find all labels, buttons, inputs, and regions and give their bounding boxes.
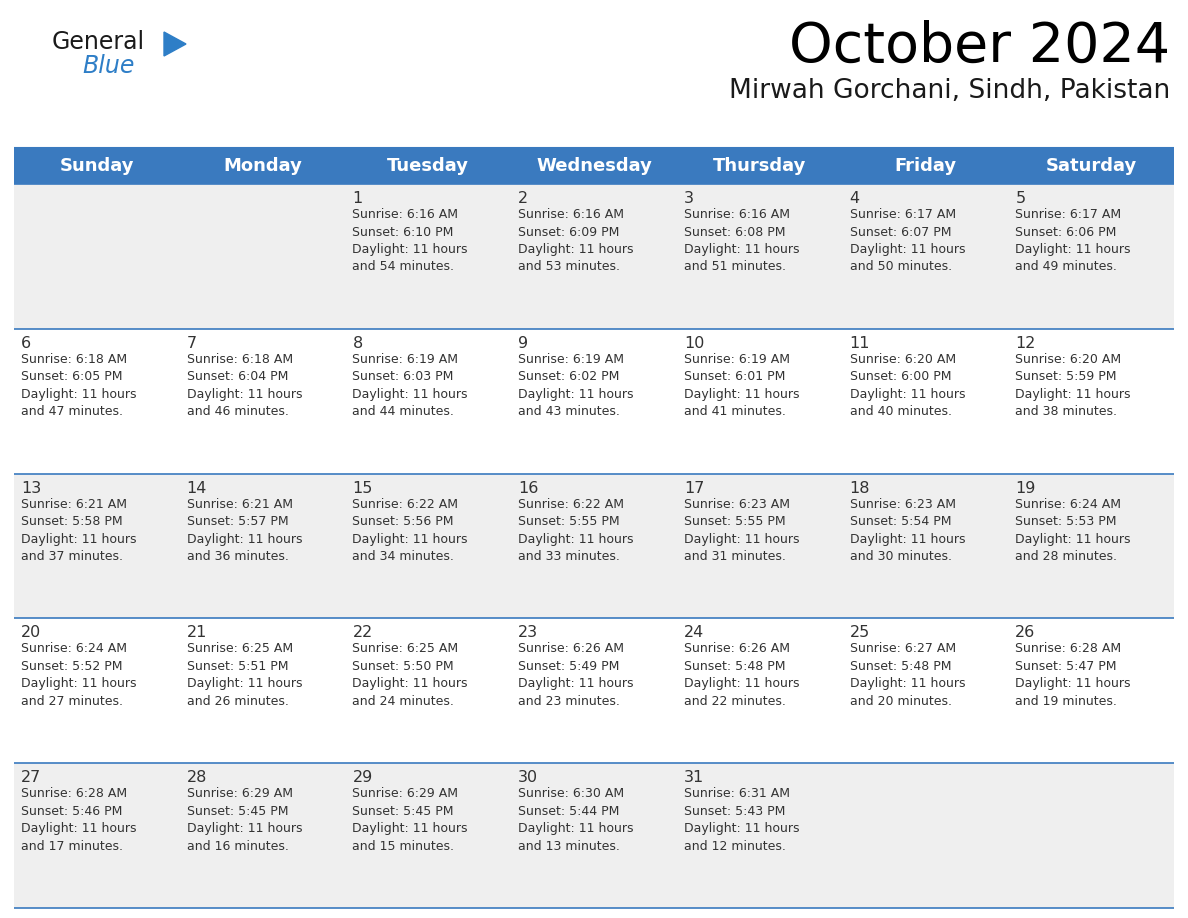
Text: 1: 1: [353, 191, 362, 206]
Text: 9: 9: [518, 336, 529, 351]
Text: Sunrise: 6:28 AM
Sunset: 5:46 PM
Daylight: 11 hours
and 17 minutes.: Sunrise: 6:28 AM Sunset: 5:46 PM Dayligh…: [21, 788, 137, 853]
Text: 15: 15: [353, 481, 373, 496]
Text: Sunrise: 6:21 AM
Sunset: 5:57 PM
Daylight: 11 hours
and 36 minutes.: Sunrise: 6:21 AM Sunset: 5:57 PM Dayligh…: [187, 498, 302, 563]
Text: Sunrise: 6:18 AM
Sunset: 6:04 PM
Daylight: 11 hours
and 46 minutes.: Sunrise: 6:18 AM Sunset: 6:04 PM Dayligh…: [187, 353, 302, 419]
Text: Sunrise: 6:26 AM
Sunset: 5:49 PM
Daylight: 11 hours
and 23 minutes.: Sunrise: 6:26 AM Sunset: 5:49 PM Dayligh…: [518, 643, 633, 708]
Text: Tuesday: Tuesday: [387, 157, 469, 175]
Text: 26: 26: [1016, 625, 1036, 641]
Text: Sunrise: 6:19 AM
Sunset: 6:01 PM
Daylight: 11 hours
and 41 minutes.: Sunrise: 6:19 AM Sunset: 6:01 PM Dayligh…: [684, 353, 800, 419]
Bar: [14, 619, 1174, 763]
Text: 14: 14: [187, 481, 207, 496]
Text: Sunrise: 6:23 AM
Sunset: 5:55 PM
Daylight: 11 hours
and 31 minutes.: Sunrise: 6:23 AM Sunset: 5:55 PM Dayligh…: [684, 498, 800, 563]
Text: October 2024: October 2024: [789, 20, 1170, 74]
Text: Friday: Friday: [895, 157, 956, 175]
Text: 8: 8: [353, 336, 362, 351]
Text: 5: 5: [1016, 191, 1025, 206]
Text: 20: 20: [21, 625, 42, 641]
Text: Sunrise: 6:16 AM
Sunset: 6:09 PM
Daylight: 11 hours
and 53 minutes.: Sunrise: 6:16 AM Sunset: 6:09 PM Dayligh…: [518, 208, 633, 274]
Text: Sunrise: 6:27 AM
Sunset: 5:48 PM
Daylight: 11 hours
and 20 minutes.: Sunrise: 6:27 AM Sunset: 5:48 PM Dayligh…: [849, 643, 965, 708]
Text: 29: 29: [353, 770, 373, 785]
Text: 23: 23: [518, 625, 538, 641]
Bar: [14, 184, 1174, 329]
Text: Sunrise: 6:31 AM
Sunset: 5:43 PM
Daylight: 11 hours
and 12 minutes.: Sunrise: 6:31 AM Sunset: 5:43 PM Dayligh…: [684, 788, 800, 853]
Text: 27: 27: [21, 770, 42, 785]
Text: 17: 17: [684, 481, 704, 496]
Text: Sunrise: 6:22 AM
Sunset: 5:56 PM
Daylight: 11 hours
and 34 minutes.: Sunrise: 6:22 AM Sunset: 5:56 PM Dayligh…: [353, 498, 468, 563]
Text: Monday: Monday: [223, 157, 302, 175]
Text: 30: 30: [518, 770, 538, 785]
Text: 31: 31: [684, 770, 704, 785]
Bar: [14, 763, 1174, 908]
Text: Mirwah Gorchani, Sindh, Pakistan: Mirwah Gorchani, Sindh, Pakistan: [728, 78, 1170, 104]
Text: 2: 2: [518, 191, 529, 206]
Text: Sunrise: 6:26 AM
Sunset: 5:48 PM
Daylight: 11 hours
and 22 minutes.: Sunrise: 6:26 AM Sunset: 5:48 PM Dayligh…: [684, 643, 800, 708]
Text: Sunrise: 6:16 AM
Sunset: 6:10 PM
Daylight: 11 hours
and 54 minutes.: Sunrise: 6:16 AM Sunset: 6:10 PM Dayligh…: [353, 208, 468, 274]
Text: Sunrise: 6:20 AM
Sunset: 6:00 PM
Daylight: 11 hours
and 40 minutes.: Sunrise: 6:20 AM Sunset: 6:00 PM Dayligh…: [849, 353, 965, 419]
Text: Sunrise: 6:19 AM
Sunset: 6:03 PM
Daylight: 11 hours
and 44 minutes.: Sunrise: 6:19 AM Sunset: 6:03 PM Dayligh…: [353, 353, 468, 419]
Text: Sunrise: 6:19 AM
Sunset: 6:02 PM
Daylight: 11 hours
and 43 minutes.: Sunrise: 6:19 AM Sunset: 6:02 PM Dayligh…: [518, 353, 633, 419]
Text: Sunrise: 6:17 AM
Sunset: 6:06 PM
Daylight: 11 hours
and 49 minutes.: Sunrise: 6:17 AM Sunset: 6:06 PM Dayligh…: [1016, 208, 1131, 274]
Text: 19: 19: [1016, 481, 1036, 496]
Text: Sunrise: 6:22 AM
Sunset: 5:55 PM
Daylight: 11 hours
and 33 minutes.: Sunrise: 6:22 AM Sunset: 5:55 PM Dayligh…: [518, 498, 633, 563]
Text: Sunrise: 6:25 AM
Sunset: 5:50 PM
Daylight: 11 hours
and 24 minutes.: Sunrise: 6:25 AM Sunset: 5:50 PM Dayligh…: [353, 643, 468, 708]
Text: 10: 10: [684, 336, 704, 351]
Text: 18: 18: [849, 481, 870, 496]
Text: 13: 13: [21, 481, 42, 496]
Text: Sunrise: 6:25 AM
Sunset: 5:51 PM
Daylight: 11 hours
and 26 minutes.: Sunrise: 6:25 AM Sunset: 5:51 PM Dayligh…: [187, 643, 302, 708]
Text: Sunrise: 6:24 AM
Sunset: 5:52 PM
Daylight: 11 hours
and 27 minutes.: Sunrise: 6:24 AM Sunset: 5:52 PM Dayligh…: [21, 643, 137, 708]
Text: General: General: [52, 30, 145, 54]
Text: 12: 12: [1016, 336, 1036, 351]
Text: Wednesday: Wednesday: [536, 157, 652, 175]
Text: 11: 11: [849, 336, 870, 351]
Text: Sunrise: 6:23 AM
Sunset: 5:54 PM
Daylight: 11 hours
and 30 minutes.: Sunrise: 6:23 AM Sunset: 5:54 PM Dayligh…: [849, 498, 965, 563]
Text: Sunrise: 6:29 AM
Sunset: 5:45 PM
Daylight: 11 hours
and 15 minutes.: Sunrise: 6:29 AM Sunset: 5:45 PM Dayligh…: [353, 788, 468, 853]
Text: Sunrise: 6:30 AM
Sunset: 5:44 PM
Daylight: 11 hours
and 13 minutes.: Sunrise: 6:30 AM Sunset: 5:44 PM Dayligh…: [518, 788, 633, 853]
Text: 24: 24: [684, 625, 704, 641]
Text: Sunrise: 6:28 AM
Sunset: 5:47 PM
Daylight: 11 hours
and 19 minutes.: Sunrise: 6:28 AM Sunset: 5:47 PM Dayligh…: [1016, 643, 1131, 708]
Text: Sunrise: 6:20 AM
Sunset: 5:59 PM
Daylight: 11 hours
and 38 minutes.: Sunrise: 6:20 AM Sunset: 5:59 PM Dayligh…: [1016, 353, 1131, 419]
Bar: [14, 474, 1174, 619]
Text: 25: 25: [849, 625, 870, 641]
Text: Thursday: Thursday: [713, 157, 807, 175]
Bar: [14, 329, 1174, 474]
Text: Sunrise: 6:16 AM
Sunset: 6:08 PM
Daylight: 11 hours
and 51 minutes.: Sunrise: 6:16 AM Sunset: 6:08 PM Dayligh…: [684, 208, 800, 274]
Text: 4: 4: [849, 191, 860, 206]
Text: 6: 6: [21, 336, 31, 351]
Text: Sunrise: 6:17 AM
Sunset: 6:07 PM
Daylight: 11 hours
and 50 minutes.: Sunrise: 6:17 AM Sunset: 6:07 PM Dayligh…: [849, 208, 965, 274]
Polygon shape: [164, 32, 187, 56]
Text: Sunday: Sunday: [59, 157, 134, 175]
Text: Sunrise: 6:29 AM
Sunset: 5:45 PM
Daylight: 11 hours
and 16 minutes.: Sunrise: 6:29 AM Sunset: 5:45 PM Dayligh…: [187, 788, 302, 853]
Text: Blue: Blue: [82, 54, 134, 78]
Text: Sunrise: 6:21 AM
Sunset: 5:58 PM
Daylight: 11 hours
and 37 minutes.: Sunrise: 6:21 AM Sunset: 5:58 PM Dayligh…: [21, 498, 137, 563]
Text: 22: 22: [353, 625, 373, 641]
Text: 21: 21: [187, 625, 207, 641]
Text: Saturday: Saturday: [1045, 157, 1137, 175]
Text: 3: 3: [684, 191, 694, 206]
Text: 28: 28: [187, 770, 207, 785]
Text: Sunrise: 6:18 AM
Sunset: 6:05 PM
Daylight: 11 hours
and 47 minutes.: Sunrise: 6:18 AM Sunset: 6:05 PM Dayligh…: [21, 353, 137, 419]
Bar: [14, 148, 1174, 184]
Text: Sunrise: 6:24 AM
Sunset: 5:53 PM
Daylight: 11 hours
and 28 minutes.: Sunrise: 6:24 AM Sunset: 5:53 PM Dayligh…: [1016, 498, 1131, 563]
Text: 7: 7: [187, 336, 197, 351]
Text: 16: 16: [518, 481, 538, 496]
